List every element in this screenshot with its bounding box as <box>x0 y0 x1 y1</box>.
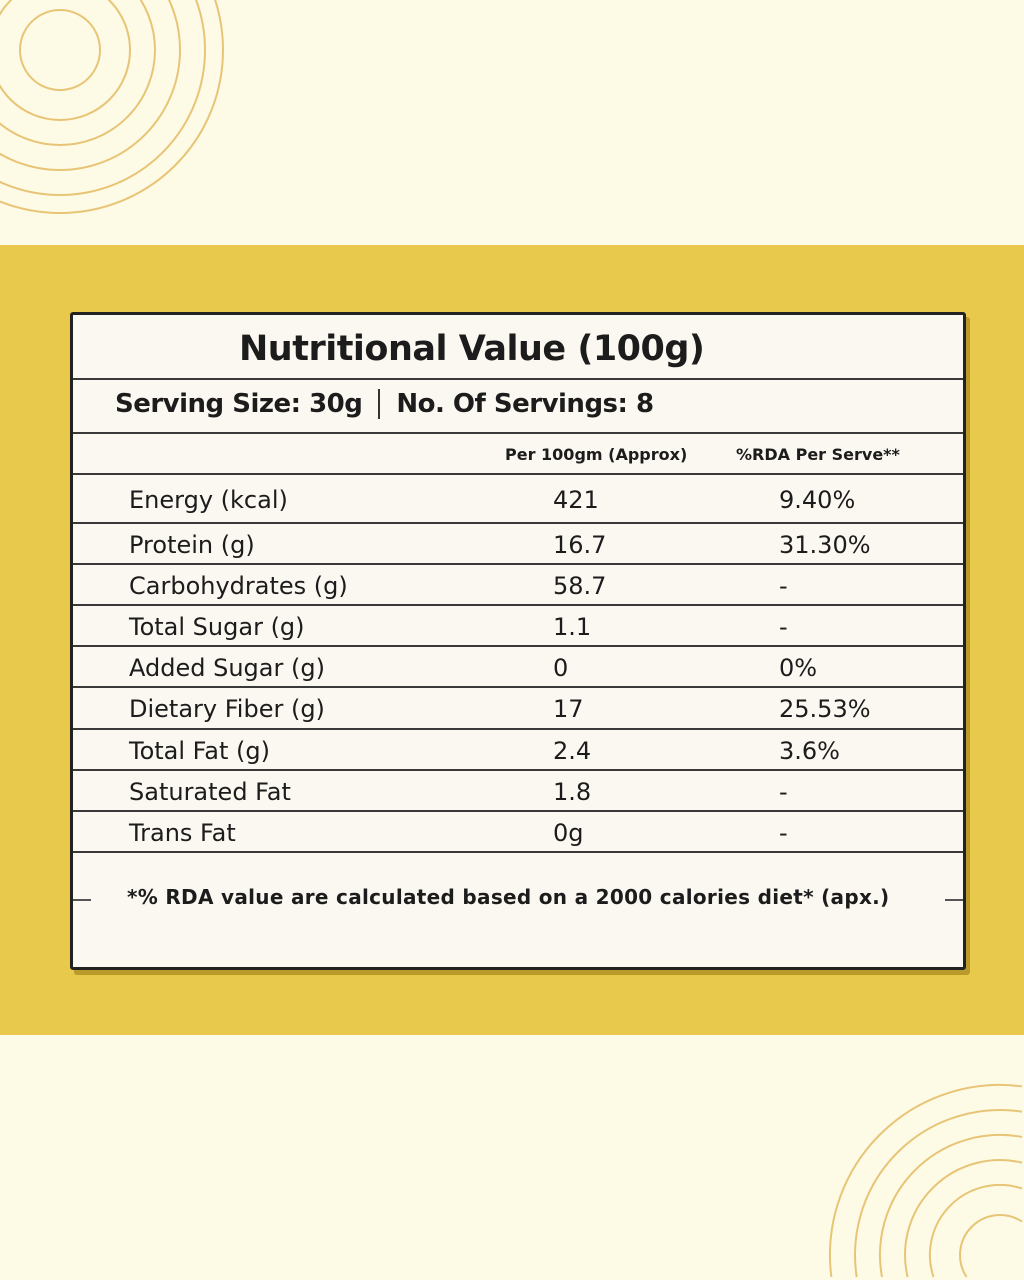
rda-value: 0% <box>779 654 818 682</box>
table-row: Energy (kcal) 421 9.40% <box>73 480 963 521</box>
per-100g-value: 1.8 <box>553 778 592 806</box>
table-row: Added Sugar (g) 0 0% <box>73 648 963 689</box>
per-100g-value: 0 <box>553 654 569 682</box>
separator <box>378 389 381 419</box>
nutrient-name: Energy (kcal) <box>129 486 288 514</box>
table-row: Total Sugar (g) 1.1 - <box>73 607 963 648</box>
ring-arc <box>904 1159 1023 1278</box>
servings-count: No. Of Servings: 8 <box>396 389 654 419</box>
divider <box>73 432 963 434</box>
nutrient-name: Total Sugar (g) <box>129 613 305 641</box>
column-header-rda: %RDA Per Serve** <box>736 445 900 464</box>
table-row: Carbohydrates (g) 58.7 - <box>73 566 963 607</box>
rda-value: 3.6% <box>779 737 840 765</box>
rda-value: 9.40% <box>779 486 856 514</box>
footnote-dash-left <box>73 899 91 901</box>
divider <box>73 728 963 730</box>
table-row: Total Fat (g) 2.4 3.6% <box>73 731 963 772</box>
per-100g-value: 2.4 <box>553 737 592 765</box>
divider <box>73 851 963 853</box>
rda-value: - <box>779 572 788 600</box>
per-100g-value: 16.7 <box>553 531 607 559</box>
rda-value: - <box>779 819 788 847</box>
nutrient-name: Trans Fat <box>129 819 236 847</box>
nutrient-name: Dietary Fiber (g) <box>129 695 325 723</box>
ring-arc <box>828 1083 1023 1278</box>
nutrient-name: Added Sugar (g) <box>129 654 325 682</box>
rda-value: - <box>779 613 788 641</box>
serving-size: Serving Size: 30g <box>115 389 363 419</box>
divider <box>73 686 963 688</box>
table-row: Dietary Fiber (g) 17 25.53% <box>73 689 963 730</box>
per-100g-value: 0g <box>553 819 584 847</box>
label-title: Nutritional Value (100g) <box>239 329 705 369</box>
table-row: Protein (g) 16.7 31.30% <box>73 525 963 566</box>
column-header-per100: Per 100gm (Approx) <box>505 445 688 464</box>
nutrient-name: Saturated Fat <box>129 778 291 806</box>
per-100g-value: 17 <box>553 695 584 723</box>
rda-value: - <box>779 778 788 806</box>
nutrient-name: Protein (g) <box>129 531 255 559</box>
divider <box>73 604 963 606</box>
nutrition-label-card: Nutritional Value (100g) Serving Size: 3… <box>70 312 966 970</box>
ring-arc <box>928 1183 1023 1278</box>
ring-arc <box>854 1109 1023 1278</box>
nutrient-name: Total Fat (g) <box>129 737 270 765</box>
ring-arc <box>879 1134 1023 1278</box>
divider <box>73 563 963 565</box>
table-row: Saturated Fat 1.8 - <box>73 772 963 813</box>
ring-arc <box>959 1214 1023 1278</box>
rda-value: 25.53% <box>779 695 871 723</box>
divider <box>73 810 963 812</box>
divider <box>73 645 963 647</box>
divider <box>73 378 963 380</box>
divider <box>73 769 963 771</box>
per-100g-value: 421 <box>553 486 599 514</box>
concentric-rings-decoration-top-left <box>0 0 224 214</box>
footnote: *% RDA value are calculated based on a 2… <box>127 885 890 909</box>
footnote-dash-right <box>945 899 963 901</box>
table-row: Trans Fat 0g - <box>73 813 963 854</box>
per-100g-value: 58.7 <box>553 572 607 600</box>
per-100g-value: 1.1 <box>553 613 592 641</box>
divider <box>73 522 963 524</box>
nutrient-name: Carbohydrates (g) <box>129 572 348 600</box>
divider <box>73 473 963 475</box>
concentric-rings-decoration-bottom-right <box>828 1083 1023 1278</box>
rda-value: 31.30% <box>779 531 871 559</box>
serving-info: Serving Size: 30g No. Of Servings: 8 <box>115 389 654 419</box>
